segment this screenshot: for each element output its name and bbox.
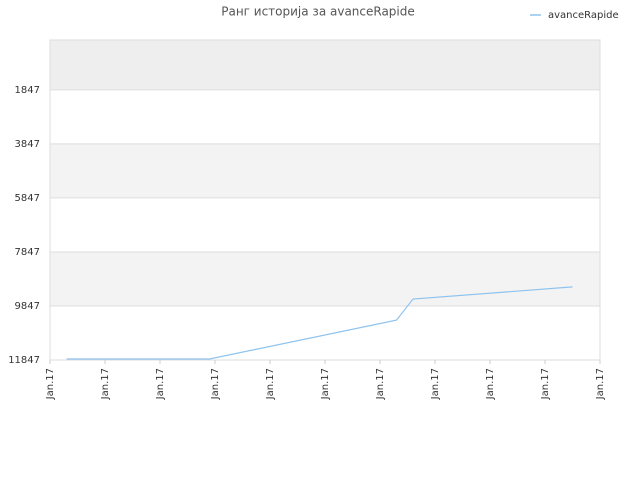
y-tick-label: 9847	[15, 301, 40, 312]
series-line	[66, 286, 573, 360]
plot-band	[50, 305, 600, 360]
x-tick-label: Jan.17	[485, 368, 496, 400]
chart-title: Ранг историја за avanceRapide	[221, 5, 415, 19]
plot-band	[50, 40, 600, 90]
x-tick-label: Jan.17	[100, 368, 111, 400]
x-tick-label: Jan.17	[155, 368, 166, 400]
y-tick-label: 11847	[8, 355, 40, 366]
y-tick-label: 3847	[15, 139, 40, 150]
x-tick-label: Jan.17	[265, 368, 276, 400]
y-tick-label: 1847	[15, 85, 40, 96]
y-tick-label: 5847	[15, 193, 40, 204]
plot-band	[50, 89, 600, 144]
x-tick-label: Jan.17	[595, 368, 606, 400]
y-tick-label: 7847	[15, 247, 40, 258]
legend-label: avanceRapide	[548, 10, 619, 21]
x-tick-label: Jan.17	[45, 368, 56, 400]
x-tick-label: Jan.17	[375, 368, 386, 400]
plot-band	[50, 143, 600, 198]
x-tick-label: Jan.17	[540, 368, 551, 400]
plot-band	[50, 251, 600, 306]
x-tick-label: Jan.17	[320, 368, 331, 400]
x-tick-label: Jan.17	[210, 368, 221, 400]
x-tick-label: Jan.17	[430, 368, 441, 400]
plot-band	[50, 197, 600, 252]
